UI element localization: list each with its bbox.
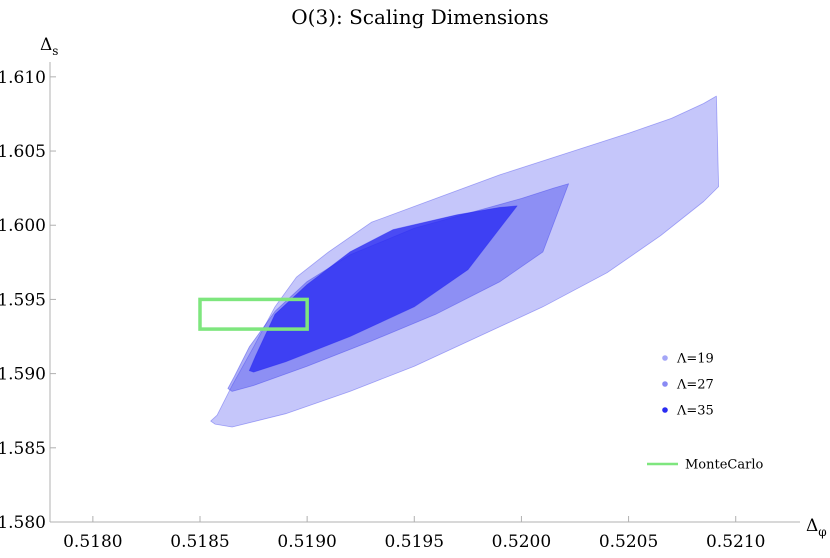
x-ticks: 0.5180 0.5185 0.5190 0.5195 0.5200 0.5205 0.52… — [63, 516, 765, 552]
montecarlo-boxes — [198, 297, 309, 331]
legend-marker — [662, 381, 668, 387]
legend-label: Λ=19 — [676, 352, 714, 367]
legend-label: MonteCarlo — [685, 458, 763, 473]
chart-title: O(3): Scaling Dimensions — [291, 5, 548, 29]
y-tick-label: 1.580 — [0, 513, 46, 533]
y-tick-label: 1.585 — [0, 439, 46, 459]
y-axis-label-sub: s — [52, 44, 58, 58]
montecarlo-box — [198, 297, 309, 331]
x-tick-label: 0.5210 — [706, 532, 765, 552]
x-axis-label: Δφ — [806, 516, 827, 539]
x-axis-label-main: Δ — [806, 516, 818, 536]
legend: Λ=19 Λ=27 Λ=35 MonteCarlo — [647, 352, 763, 473]
y-tick-label: 1.605 — [0, 142, 46, 162]
x-tick-label: 0.5205 — [599, 532, 658, 552]
x-tick-label: 0.5200 — [492, 532, 551, 552]
y-tick-label: 1.590 — [0, 365, 46, 385]
y-axis-label-main: Δ — [40, 35, 52, 55]
region-3 — [248, 205, 518, 373]
y-ticks: 1.580 1.585 1.590 1.595 1.600 1.605 1.610 — [0, 68, 56, 533]
legend-marker — [662, 355, 668, 361]
x-tick-label: 0.5195 — [385, 532, 444, 552]
x-tick-label: 0.5180 — [63, 532, 122, 552]
y-tick-label: 1.610 — [0, 68, 46, 88]
regions — [210, 95, 719, 428]
x-tick-label: 0.5190 — [277, 532, 336, 552]
legend-label: Λ=35 — [676, 404, 714, 419]
x-axis-label-sub: φ — [818, 525, 826, 539]
y-tick-label: 1.600 — [0, 216, 46, 236]
legend-marker — [662, 407, 668, 413]
x-tick-label: 0.5185 — [170, 532, 229, 552]
legend-label: Λ=27 — [676, 378, 714, 393]
y-tick-label: 1.595 — [0, 290, 46, 310]
y-axis-label: Δs — [40, 35, 58, 58]
